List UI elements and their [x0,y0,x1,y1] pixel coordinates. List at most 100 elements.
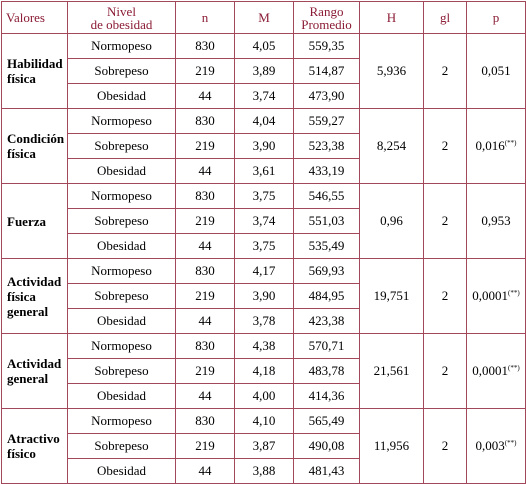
variable-name: Habilidad física [1,33,68,109]
rango-cell: 559,27 [293,108,360,134]
n-cell: 830 [175,33,235,59]
table-row: Obesidad 44 3,78 423,38 [2,308,526,334]
m-cell: 3,74 [234,208,294,234]
m-cell: 3,88 [234,458,294,484]
gl-cell: 2 [423,333,467,409]
nivel-cell: Sobrepeso [67,133,176,159]
variable-name: Fuerza [1,183,68,259]
h-cell: 5,936 [359,33,424,109]
rango-cell: 514,87 [293,58,360,84]
m-cell: 4,05 [234,33,294,59]
nivel-cell: Sobrepeso [67,433,176,459]
m-cell: 3,90 [234,283,294,309]
variable-name-line: Habilidad [7,56,63,71]
p-value: 0,003 [475,438,505,453]
m-cell: 3,61 [234,158,294,184]
table-row: Atractivo físico Normopeso 830 4,10 565,49 11,… [1,408,526,484]
variable-name-line: físico [7,446,36,461]
header-rango-line1: Rango [309,3,344,19]
header-n: n [175,1,235,34]
nivel-cell: Obesidad [67,233,176,259]
m-cell: 3,87 [234,433,294,459]
n-cell: 830 [175,333,235,359]
header-nivel-line1: Nivel [107,3,136,19]
table-row: Sobrepeso 219 3,74 551,03 [2,208,526,234]
variable-name-line: física [7,146,36,161]
table-row: Obesidad 44 3,74 473,90 [2,83,526,109]
nivel-cell: Sobrepeso [67,283,176,309]
rango-cell: 481,43 [293,458,360,484]
nivel-cell: Obesidad [67,458,176,484]
n-cell: 219 [175,133,235,159]
n-cell: 219 [175,283,235,309]
m-cell: 4,10 [234,408,294,434]
table-row: Habilidad física Normopeso 830 4,05 559,35 5,9… [1,33,526,109]
n-cell: 830 [175,108,235,134]
n-cell: 44 [175,83,235,109]
nivel-cell: Normopeso [67,408,176,434]
nivel-cell: Normopeso [67,258,176,284]
n-cell: 830 [175,408,235,434]
table-row: Actividad física general Normopeso 830 4,17 56… [1,258,526,334]
header-rango: Rango Promedio [293,1,360,34]
m-cell: 4,38 [234,333,294,359]
m-cell: 4,18 [234,358,294,384]
p-value: 0,0001 [472,363,509,378]
rango-cell: 551,03 [293,208,360,234]
table-row: Obesidad 44 4,00 414,36 [2,383,526,409]
n-cell: 219 [175,358,235,384]
table-row: Sobrepeso 219 3,90 484,95 [2,283,526,309]
rango-cell: 570,71 [293,333,360,359]
m-cell: 3,78 [234,308,294,334]
header-row: Valores Nivel de obesidad n M Rango Promed… [1,1,526,34]
h-cell: 0,96 [359,183,424,259]
h-cell: 8,254 [359,108,424,184]
gl-cell: 2 [423,108,467,184]
nivel-cell: Normopeso [67,33,176,59]
h-cell: 19,751 [359,258,424,334]
variable-name-line: física [7,288,36,304]
significance-marker: (**) [508,364,520,372]
gl-cell: 2 [423,33,467,109]
table-row: Condición física Normopeso 830 4,04 559,27 8,2… [1,108,526,184]
nivel-cell: Obesidad [67,158,176,184]
gl-cell: 2 [423,183,467,259]
m-cell: 4,17 [234,258,294,284]
m-cell: 4,00 [234,383,294,409]
variable-name: Atractivo físico [1,408,68,484]
rango-cell: 569,93 [293,258,360,284]
p-cell: 0,953 [466,183,526,259]
header-rango-line2: Promedio [301,16,352,32]
variable-name-line: general [7,303,49,319]
h-cell: 21,561 [359,333,424,409]
p-value: 0,953 [481,213,511,228]
header-nivel: Nivel de obesidad [67,1,176,34]
gl-cell: 2 [423,408,467,484]
m-cell: 3,75 [234,233,294,259]
p-cell: 0,003(**) [466,408,526,484]
p-cell: 0,0001(**) [466,258,526,334]
nivel-cell: Sobrepeso [67,358,176,384]
rango-cell: 535,49 [293,233,360,259]
rango-cell: 433,19 [293,158,360,184]
nivel-cell: Obesidad [67,383,176,409]
n-cell: 219 [175,58,235,84]
variable-name-line: Condición [7,131,65,146]
rango-cell: 565,49 [293,408,360,434]
nivel-cell: Sobrepeso [67,58,176,84]
rango-cell: 423,38 [293,308,360,334]
p-cell: 0,016(**) [466,108,526,184]
n-cell: 44 [175,158,235,184]
nivel-cell: Normopeso [67,183,176,209]
table-row: Fuerza Normopeso 830 3,75 546,55 0,96 2 0,953 [1,183,526,259]
p-cell: 0,051 [466,33,526,109]
variable-name-line: Fuerza [7,213,46,229]
n-cell: 44 [175,383,235,409]
m-cell: 3,74 [234,83,294,109]
p-value: 0,016 [475,138,505,153]
nivel-cell: Normopeso [67,333,176,359]
gl-cell: 2 [423,258,467,334]
header-gl: gl [423,1,467,34]
n-cell: 44 [175,233,235,259]
